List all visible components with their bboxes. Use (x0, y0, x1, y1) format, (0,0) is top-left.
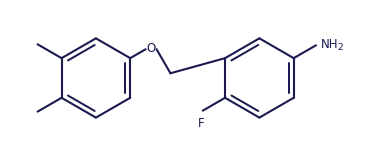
Text: 2: 2 (337, 43, 343, 52)
Text: NH: NH (321, 38, 338, 51)
Text: O: O (146, 42, 156, 55)
Text: F: F (198, 117, 204, 130)
